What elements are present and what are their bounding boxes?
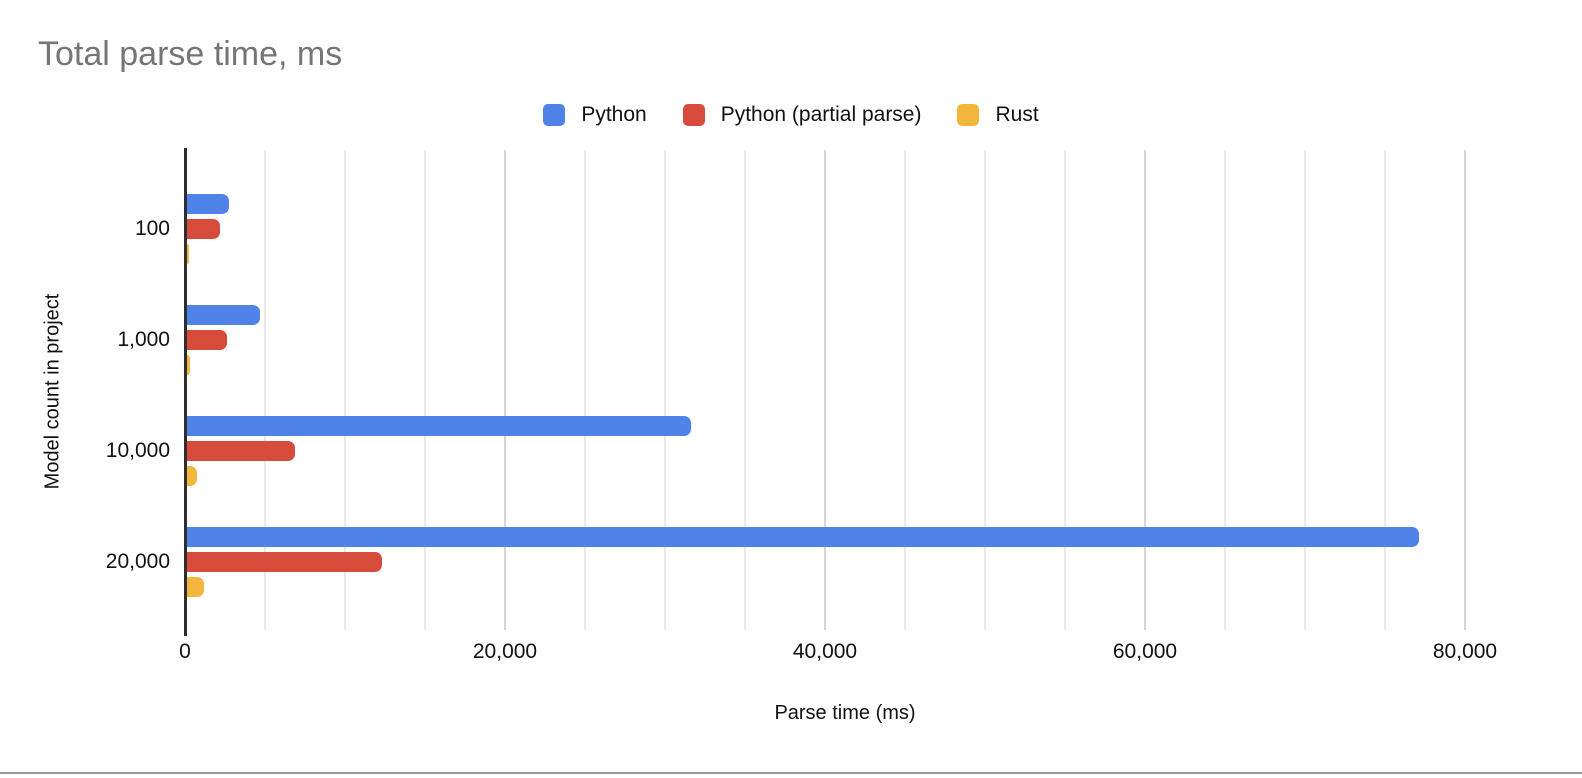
y-category-labels: 100 1,000 10,000 20,000 [0,150,170,630]
y-category-label: 10,000 [105,439,170,462]
legend-label: Python [581,103,647,126]
minor-gridline [1304,150,1306,630]
bar-python-partial-parse-1000 [187,330,227,350]
minor-gridline [1064,150,1066,630]
y-category-label: 1,000 [117,328,170,351]
y-axis-line [184,148,187,636]
major-gridline [824,150,826,630]
minor-gridline [744,150,746,630]
bar-rust-10000 [187,466,197,486]
bar-rust-20000 [187,577,204,597]
x-tick-label: 20,000 [472,640,538,663]
minor-gridline [664,150,666,630]
minor-gridline [904,150,906,630]
y-category-label: 20,000 [105,550,170,573]
minor-gridline [1224,150,1226,630]
bar-python-20000 [187,527,1419,547]
major-gridline [1144,150,1146,630]
bar-python-1000 [187,305,260,325]
x-tick-label: 60,000 [1112,640,1178,663]
minor-gridline [1384,150,1386,630]
major-gridline [1464,150,1466,630]
bar-rust-100 [187,244,190,264]
y-category-label: 100 [134,217,170,240]
page-divider [0,772,1582,774]
x-tick-label: 40,000 [792,640,858,663]
x-tick-label: 80,000 [1432,640,1498,663]
bar-python-100 [187,194,229,214]
bar-python-partial-parse-100 [187,219,220,239]
chart-title: Total parse time, ms [38,35,343,73]
legend-label: Rust [995,103,1039,126]
legend-swatch-icon [543,104,566,126]
bar-rust-1000 [187,355,190,375]
legend-swatch-icon [682,104,705,126]
legend-swatch-icon [957,104,980,126]
bar-python-partial-parse-10000 [187,441,295,461]
chart-legend: Python Python (partial parse) Rust [0,100,1582,130]
y-axis-title: Model count in project [41,293,64,490]
legend-item-python-partial-parse: Python (partial parse) [682,103,922,127]
minor-gridline [424,150,426,630]
major-gridline [504,150,506,630]
minor-gridline [264,150,266,630]
plot-area [184,148,1505,636]
legend-item-rust: Rust [957,103,1039,127]
minor-gridline [344,150,346,630]
legend-label: Python (partial parse) [720,103,922,126]
x-tick-labels: 0 20,000 40,000 60,000 80,000 [179,640,1505,666]
minor-gridline [984,150,986,630]
legend-item-python: Python [543,103,647,127]
bar-python-10000 [187,416,691,436]
minor-gridline [584,150,586,630]
x-axis-title: Parse time (ms) [774,702,916,724]
x-tick-label: 0 [179,640,191,663]
bar-python-partial-parse-20000 [187,552,383,572]
